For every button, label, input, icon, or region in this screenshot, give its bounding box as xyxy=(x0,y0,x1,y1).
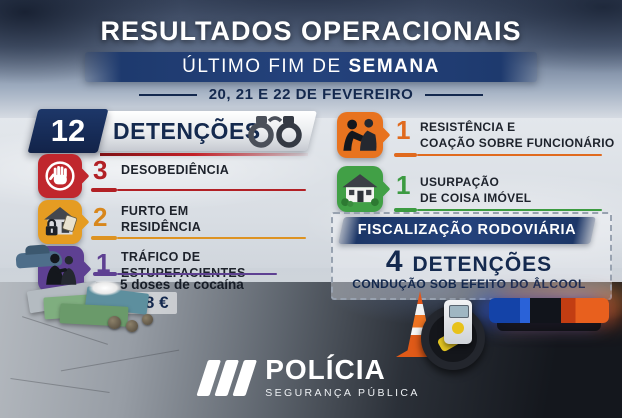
usurpacao-count: 1 xyxy=(396,170,411,200)
desobediencia-underline-thick xyxy=(91,188,117,192)
desobediencia-underline xyxy=(117,189,306,191)
coin-photo xyxy=(142,314,153,325)
date-row: 20, 21 E 22 DE FEVEREIRO xyxy=(0,86,622,103)
furto-underline-thick xyxy=(91,236,117,240)
road-detentions-count: 4 xyxy=(385,245,403,278)
furto-label-line1: FURTO EM xyxy=(121,204,189,218)
subtitle-band: ÚLTIMO FIM DE SEMANA xyxy=(85,52,537,82)
resistencia-underline xyxy=(417,154,602,156)
usurpacao-underline-thick xyxy=(394,208,417,212)
detentions-underline xyxy=(100,153,308,156)
stop-hand-icon xyxy=(38,154,82,198)
road-enforcement-count-row: 4 DETENÇÕES xyxy=(333,247,605,277)
date-rule-right xyxy=(425,93,484,96)
furto-label-line2: RESIDÊNCIA xyxy=(121,220,202,234)
police-lightbar-icon xyxy=(489,298,609,331)
trafico-count: 1 xyxy=(96,248,111,278)
psp-logo-text: POLÍCIA SEGURANÇA PÚBLICA xyxy=(265,354,420,400)
resistencia-underline-thick xyxy=(394,153,417,157)
resistencia-label-line2: COAÇÃO SOBRE FUNCIONÁRIO xyxy=(420,136,615,150)
breathalyzer-button xyxy=(452,322,464,334)
drug-trafficking-icon xyxy=(38,246,84,292)
furto-underline xyxy=(117,237,306,239)
resistencia-label-line1: RESISTÊNCIA E xyxy=(420,120,516,134)
psp-logo-bars-icon xyxy=(196,359,258,396)
trafico-label-line1: TRÁFICO DE xyxy=(121,250,201,264)
detentions-label: DETENÇÕES xyxy=(113,118,261,144)
trafico-underline-thick xyxy=(93,272,117,276)
psp-brand: POLÍCIA xyxy=(265,354,386,385)
desobediencia-count: 3 xyxy=(93,155,108,185)
resistencia-count: 1 xyxy=(396,115,411,145)
subtitle-bold: SEMANA xyxy=(348,56,440,77)
road-detentions-label: DETENÇÕES xyxy=(412,253,553,276)
date-text: 20, 21 E 22 DE FEVEREIRO xyxy=(208,86,414,103)
coin-photo xyxy=(126,320,138,332)
burglary-house-icon xyxy=(38,200,82,244)
road-enforcement-title: FISCALIZAÇÃO RODOVIÁRIA xyxy=(357,222,577,238)
date-rule-left xyxy=(138,93,197,96)
road-enforcement-subtitle: CONDUÇÃO SOB EFEITO DO ÂLCOOL xyxy=(352,277,586,291)
page-title: RESULTADOS OPERACIONAIS xyxy=(100,16,522,46)
usurpacao-label-line1: USURPAÇÃO xyxy=(420,175,500,189)
furto-count: 2 xyxy=(93,202,108,232)
house-icon xyxy=(337,166,383,212)
detentions-count-box: 12 xyxy=(27,109,109,153)
road-enforcement-band: FISCALIZAÇÃO RODOVIÁRIA xyxy=(338,217,596,244)
subtitle-regular: ÚLTIMO FIM DE xyxy=(182,56,349,77)
breathalyzer-screen xyxy=(449,305,469,318)
coin-photo xyxy=(108,316,121,329)
desobediencia-label: DESOBEDIÊNCIA xyxy=(121,163,230,177)
psp-logo: POLÍCIA SEGURANÇA PÚBLICA xyxy=(196,354,420,400)
psp-tagline: SEGURANÇA PÚBLICA xyxy=(265,387,420,399)
detentions-count: 12 xyxy=(50,113,86,148)
cocaine-doses-note: 5 doses de cocaína xyxy=(120,277,244,292)
struggle-icon xyxy=(337,112,383,158)
breathalyzer-icon xyxy=(444,300,472,344)
trafico-underline xyxy=(117,273,277,275)
handcuffs-icon xyxy=(243,113,307,154)
usurpacao-underline xyxy=(417,209,602,211)
cocaine-photo xyxy=(88,280,122,296)
usurpacao-label-line2: DE COISA IMÓVEL xyxy=(420,191,532,205)
